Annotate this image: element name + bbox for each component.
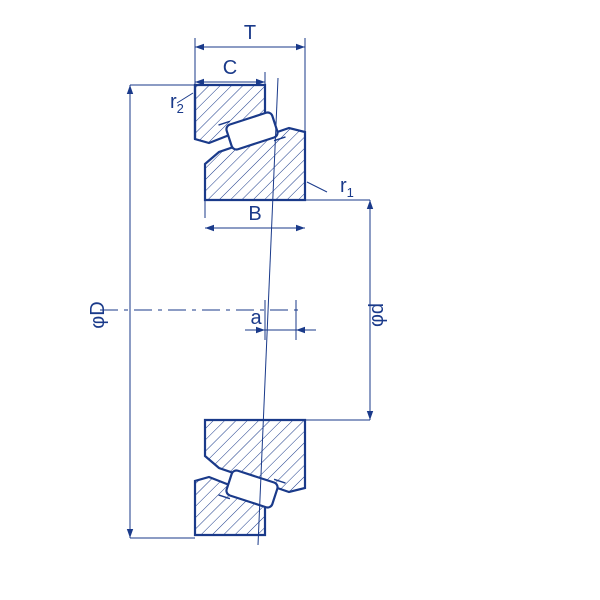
dim-label-phiD: φD	[87, 301, 109, 328]
dim-label-phid: φd	[366, 303, 388, 327]
dim-label-B: B	[248, 203, 261, 225]
dim-label-r1: r1	[340, 175, 354, 200]
dim-label-a: a	[251, 307, 263, 329]
dim-label-r2: r2	[170, 91, 184, 116]
dim-label-T: T	[244, 22, 256, 44]
bearing-cross-section-diagram: TC Ba r2 r1 φD φd	[0, 0, 600, 600]
dim-label-C: C	[223, 57, 237, 79]
